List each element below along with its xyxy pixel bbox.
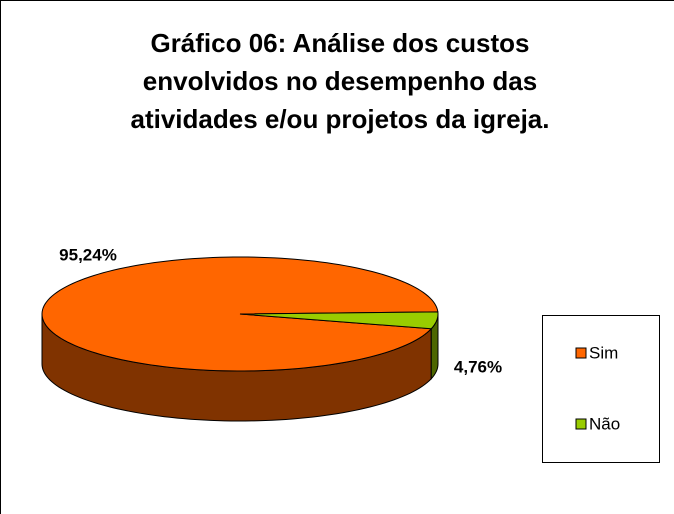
legend-swatch [575,347,587,359]
data-label: 4,76% [454,357,502,376]
legend-label: Não [589,414,620,433]
chart-title: Gráfico 06: Análise dos custos envolvido… [130,28,550,134]
data-label: 95,24% [59,245,117,264]
legend-swatch [575,418,587,430]
legend-label: Sim [589,343,618,362]
pie-slice [41,256,439,372]
legend-box [542,315,660,463]
pie-slice [239,311,439,330]
